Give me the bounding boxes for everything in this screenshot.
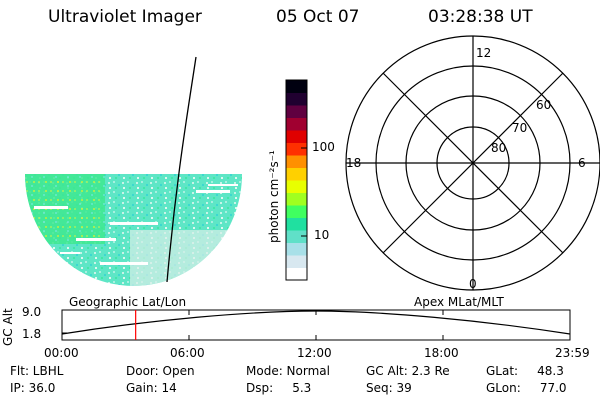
colorbar-band (286, 155, 307, 168)
footer-seq: Seq: 39 (366, 381, 412, 395)
lat-label-60: 60 (536, 98, 552, 112)
colorbar (286, 80, 307, 281)
colorbar-band (286, 255, 307, 268)
footer-gcalt: GC Alt: 2.3 Re (366, 364, 450, 378)
colorbar-band (286, 217, 307, 231)
mlt-label-12: 12 (476, 46, 492, 60)
observation-date: 05 Oct 07 (276, 7, 360, 27)
colorbar-band (286, 105, 307, 118)
colorbar-band (286, 130, 307, 143)
geographic-label: Geographic Lat/Lon (69, 295, 187, 309)
colorbar-band (286, 80, 307, 93)
uv-image (25, 174, 242, 286)
colorbar-band (286, 167, 307, 181)
lat-label-70: 70 (512, 121, 528, 135)
apex-label: Apex MLat/MLT (414, 295, 504, 309)
colorbar-tick-100: 100 (312, 140, 335, 154)
meridian-line (166, 56, 197, 283)
footer-dsp: Dsp: 5.3 (246, 381, 312, 395)
timeline-ytick-9: 9.0 (22, 305, 42, 319)
footer-mode: Mode: Normal (246, 364, 330, 378)
colorbar-band (286, 142, 307, 156)
footer-glat: GLat: 48.3 (486, 364, 564, 378)
footer-door: Door: Open (126, 364, 195, 378)
observation-time: 03:28:38 UT (428, 7, 533, 27)
timeline-xtick-0000: 00:00 (44, 346, 79, 360)
timeline-xtick-2359: 23:59 (555, 346, 590, 360)
footer-glon: GLon: 77.0 (486, 381, 567, 395)
timeline-ylabel: GC Alt (1, 308, 15, 346)
colorbar-band (286, 230, 307, 243)
timeline-ytick-1-8: 1.8 (22, 327, 42, 341)
colorbar-band (286, 242, 307, 256)
mlt-label-6: 6 (578, 156, 586, 170)
footer-flt: Flt: LBHL (10, 364, 64, 378)
lat-label-80: 80 (491, 141, 507, 155)
colorbar-band (286, 267, 307, 281)
polar-plot (345, 35, 600, 291)
timeline-xtick-1800: 18:00 (424, 346, 459, 360)
footer-gain: Gain: 14 (126, 381, 177, 395)
timeline-xtick-0600: 06:00 (170, 346, 205, 360)
colorbar-band (286, 205, 307, 218)
colorbar-label: photon cm⁻²s⁻¹ (267, 150, 281, 243)
footer-ip: IP: 36.0 (10, 381, 56, 395)
mlt-label-18: 18 (346, 156, 362, 170)
timeline-xtick-1200: 12:00 (297, 346, 332, 360)
instrument-title: Ultraviolet Imager (48, 7, 202, 27)
colorbar-band (286, 117, 307, 131)
timeline-ticks (62, 309, 444, 340)
colorbar-band (286, 192, 307, 206)
colorbar-band (286, 92, 307, 106)
mlt-label-0: 0 (469, 277, 477, 291)
colorbar-tick-10: 10 (314, 228, 330, 242)
colorbar-band (286, 180, 307, 193)
colorbar-frame (285, 79, 308, 281)
